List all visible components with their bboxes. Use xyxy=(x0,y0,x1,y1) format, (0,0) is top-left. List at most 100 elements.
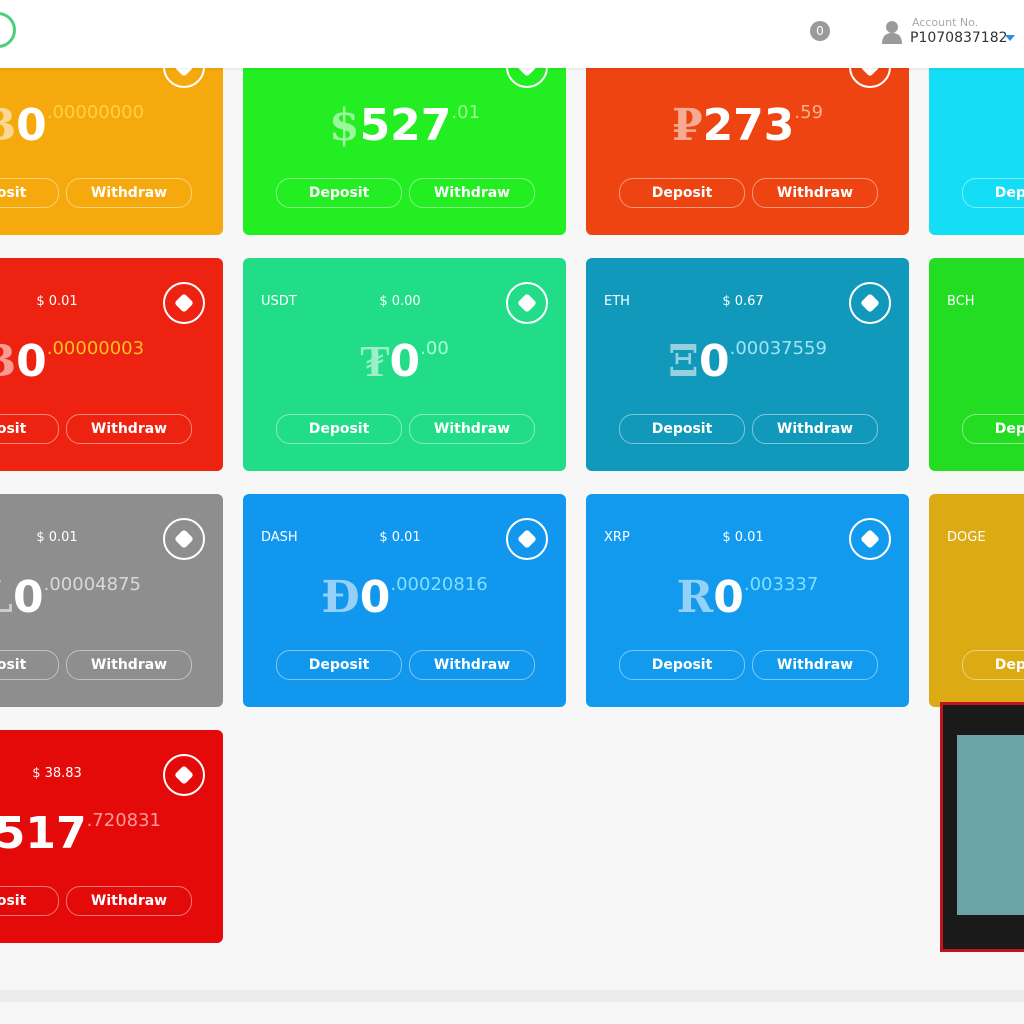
withdraw-button[interactable]: Withdraw xyxy=(409,650,535,680)
deposit-button[interactable]: Deposit xyxy=(619,178,745,208)
coin-label: XRP xyxy=(604,530,630,545)
coin-icon xyxy=(506,518,548,560)
coin-label: USDT xyxy=(261,294,297,309)
wallet-card: DASH $ 0.01 Đ0.00020816 Deposit Withdraw xyxy=(243,494,566,707)
usd-value: $ 0.01 xyxy=(379,530,421,545)
deposit-button[interactable]: Deposit xyxy=(962,178,1024,208)
deposit-button[interactable]: Deposit xyxy=(0,886,59,916)
deposit-button[interactable]: Deposit xyxy=(962,650,1024,680)
coin-icon xyxy=(849,282,891,324)
withdraw-button[interactable]: Withdraw xyxy=(752,650,878,680)
coin-label: DOGE xyxy=(947,530,986,545)
balance: ₽273.59 xyxy=(586,100,909,151)
coin-icon xyxy=(849,518,891,560)
deposit-button[interactable]: Deposit xyxy=(276,178,402,208)
deposit-button[interactable]: Deposit xyxy=(0,414,59,444)
withdraw-button[interactable]: Withdraw xyxy=(66,414,192,444)
wallet-card: DOGEDepositWithdraw xyxy=(929,494,1024,707)
deposit-button[interactable]: Deposit xyxy=(276,650,402,680)
coin-label: ETH xyxy=(604,294,630,309)
balance-fraction: .59 xyxy=(794,102,824,123)
usd-value: $ 0.67 xyxy=(722,294,764,309)
card-grid: B0.00000000DepositWithdraw$527.01Deposit… xyxy=(0,22,1024,943)
balance-whole: 0 xyxy=(713,572,744,623)
currency-symbol: ₽ xyxy=(671,100,703,151)
balance-whole: 0 xyxy=(12,572,44,623)
withdraw-button[interactable]: Withdraw xyxy=(66,178,192,208)
balance: T517.720831 xyxy=(0,808,223,859)
withdraw-button[interactable]: Withdraw xyxy=(66,886,192,916)
balance-fraction: .720831 xyxy=(86,810,162,831)
currency-symbol: B xyxy=(0,336,16,387)
coin-icon xyxy=(163,518,205,560)
usd-value: $ 38.83 xyxy=(32,766,82,781)
deposit-button[interactable]: Deposit xyxy=(962,414,1024,444)
withdraw-button[interactable]: Withdraw xyxy=(409,414,535,444)
balance: B0.00000000 xyxy=(0,100,223,151)
balance: ₮0.00 xyxy=(243,336,566,387)
coin-icon xyxy=(506,282,548,324)
withdraw-button[interactable]: Withdraw xyxy=(66,650,192,680)
coin-icon xyxy=(163,282,205,324)
balance-fraction: .01 xyxy=(451,102,481,123)
deposit-button[interactable]: Deposit xyxy=(619,650,745,680)
usd-value: $ 0.01 xyxy=(722,530,764,545)
currency-symbol: Đ xyxy=(321,572,360,623)
currency-symbol: $ xyxy=(328,100,360,151)
wallet-card: USDT $ 0.00 ₮0.00 Deposit Withdraw xyxy=(243,258,566,471)
withdraw-button[interactable]: Withdraw xyxy=(752,414,878,444)
currency-symbol: B xyxy=(0,100,16,151)
currency-symbol: L xyxy=(0,572,13,623)
balance-fraction: .00037559 xyxy=(729,338,827,359)
balance-whole: 0 xyxy=(16,336,47,387)
balance: R0.003337 xyxy=(586,572,909,623)
footer xyxy=(0,990,1024,1002)
balance-whole: 0 xyxy=(699,336,730,387)
account-label: Account No. xyxy=(912,16,979,29)
usd-value: $ 0.00 xyxy=(379,294,421,309)
balance: Đ0.00020816 xyxy=(243,572,566,623)
deposit-button[interactable]: Deposit xyxy=(619,414,745,444)
usd-value: $ 0.01 xyxy=(36,294,78,309)
balance-fraction: .00020816 xyxy=(390,574,488,595)
account-number[interactable]: P1070837182 xyxy=(910,30,1008,46)
balance-fraction: .003337 xyxy=(743,574,819,595)
account-icon xyxy=(882,21,902,44)
deposit-button[interactable]: Deposit xyxy=(0,650,59,680)
currency-symbol: ₮ xyxy=(360,336,390,387)
balance: B0.00000003 xyxy=(0,336,223,387)
coin-icon xyxy=(163,754,205,796)
withdraw-button[interactable]: Withdraw xyxy=(409,178,535,208)
balance-whole: 0 xyxy=(359,572,391,623)
deposit-button[interactable]: Deposit xyxy=(0,178,59,208)
usd-value: $ 0.01 xyxy=(36,530,78,545)
balance-fraction: .00000003 xyxy=(46,338,145,359)
wallet-card: XRP $ 0.01 R0.003337 Deposit Withdraw xyxy=(586,494,909,707)
balance: $527.01 xyxy=(243,100,566,151)
balance-whole: 273 xyxy=(702,100,795,151)
video-overlay xyxy=(940,702,1024,952)
currency-symbol: Ξ xyxy=(668,336,699,387)
balance-whole: 517 xyxy=(0,808,87,859)
logo[interactable] xyxy=(0,12,16,48)
balance-fraction: .00 xyxy=(420,338,449,359)
coin-label: DASH xyxy=(261,530,298,545)
notification-badge[interactable]: 0 xyxy=(810,21,830,41)
balance-fraction: .00000000 xyxy=(46,102,145,123)
withdraw-button[interactable]: Withdraw xyxy=(752,178,878,208)
balance: L0.00004875 xyxy=(0,572,223,623)
balance-whole: 0 xyxy=(16,100,47,151)
wallet-card: ETH $ 0.67 Ξ0.00037559 Deposit Withdraw xyxy=(586,258,909,471)
currency-symbol: R xyxy=(676,572,714,623)
header: 0 Account No. P1070837182 xyxy=(0,0,1024,68)
dropdown-caret[interactable] xyxy=(1005,35,1015,46)
balance-whole: 527 xyxy=(359,100,452,151)
wallet-card: BCHDepositWithdraw xyxy=(929,258,1024,471)
deposit-button[interactable]: Deposit xyxy=(276,414,402,444)
coin-label: BCH xyxy=(947,294,975,309)
balance: Ξ0.00037559 xyxy=(586,336,909,387)
